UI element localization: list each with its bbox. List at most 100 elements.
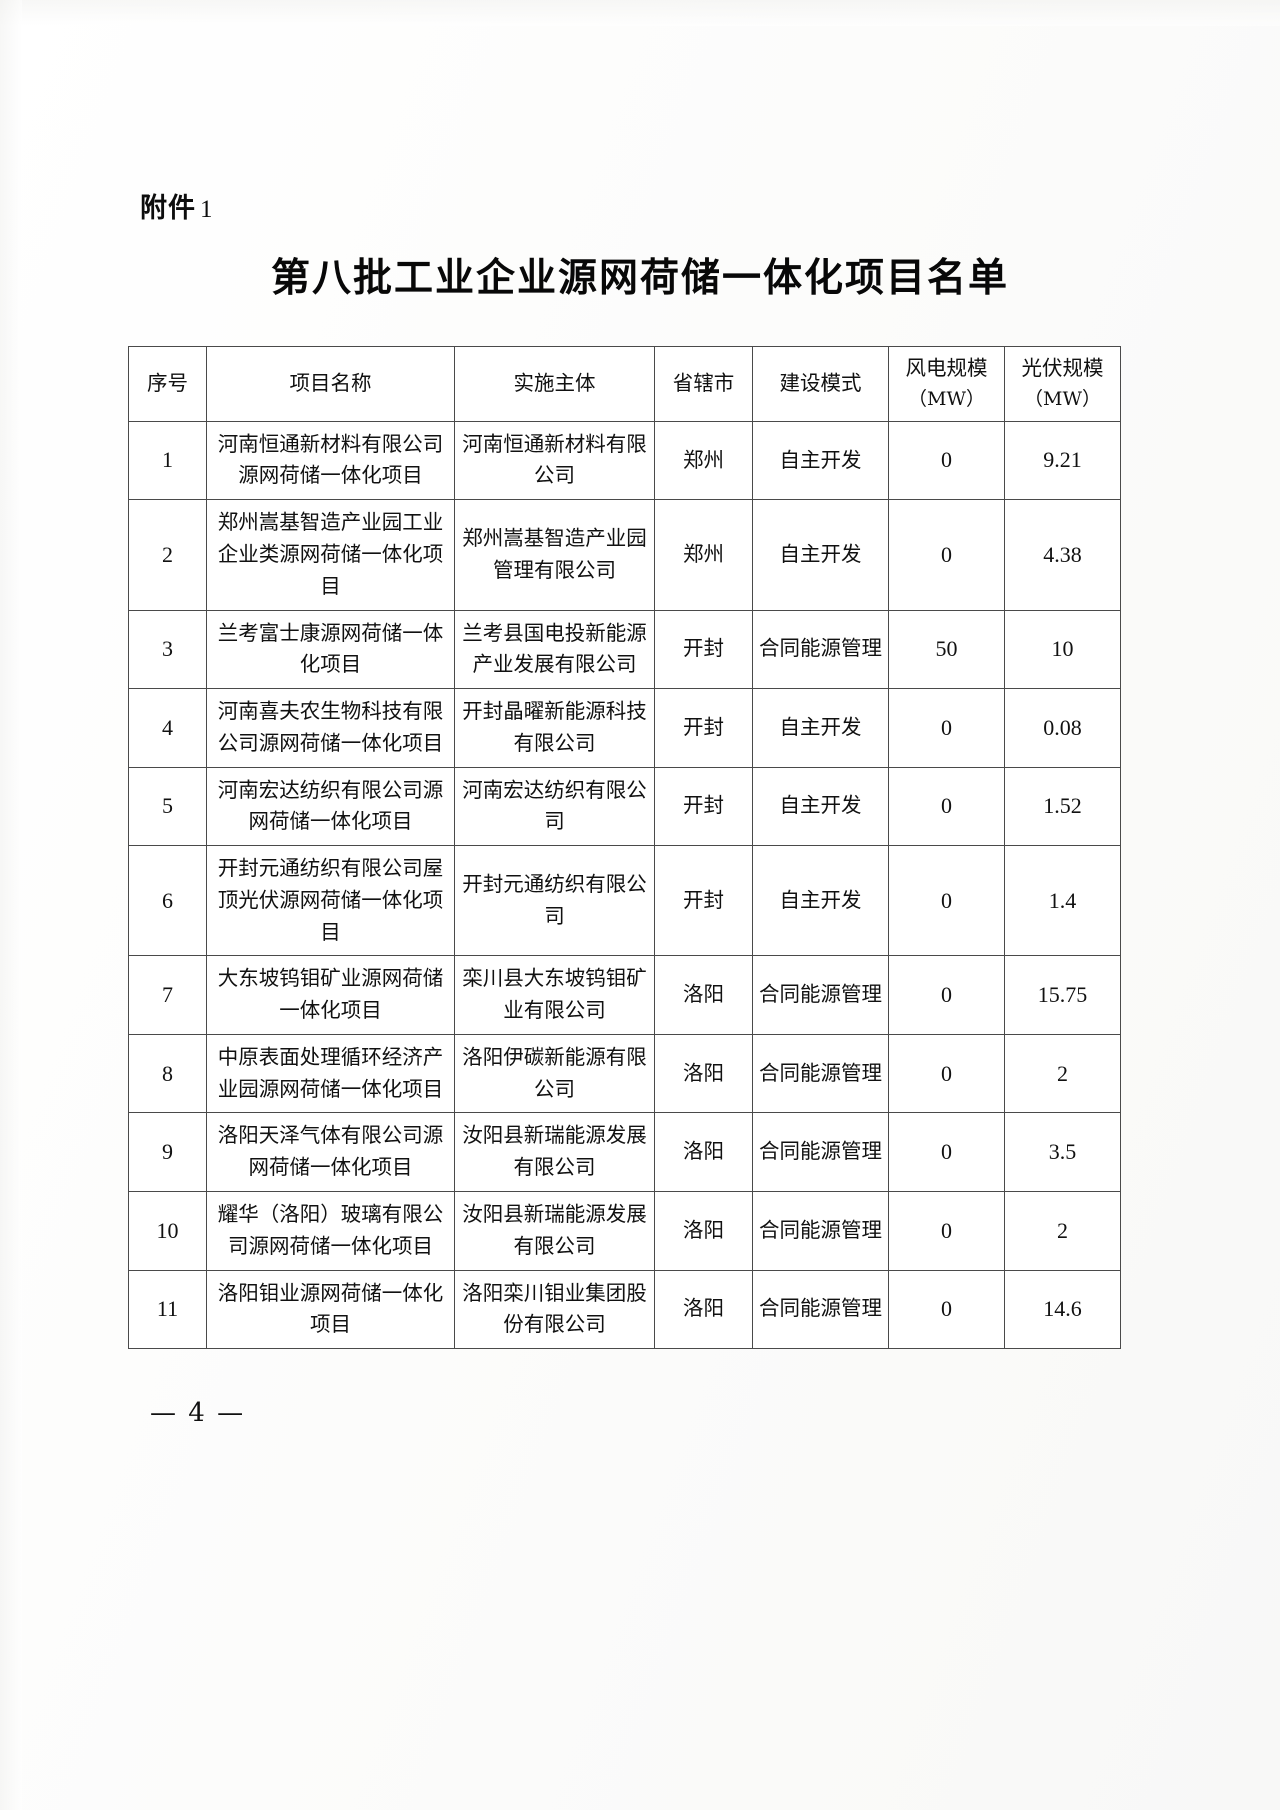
cell-mode: 自主开发 — [752, 420, 889, 501]
cell-index: 8 — [128, 1033, 207, 1114]
cell-entity: 开封元通纺织有限公司 — [454, 845, 655, 957]
cell-entity: 开封晶曜新能源科技有限公司 — [454, 688, 655, 768]
cell-mode: 合同能源管理 — [752, 1033, 889, 1114]
table-row: 11 洛阳钼业源网荷储一体化项目 洛阳栾川钼业集团股份有限公司 洛阳 合同能源管理 0 14… — [128, 1269, 1121, 1350]
cell-wind-scale: 0 — [888, 766, 1005, 847]
cell-index: 4 — [128, 688, 207, 768]
cell-solar-scale: 2 — [1004, 1033, 1121, 1114]
cell-solar-scale: 14.6 — [1004, 1269, 1121, 1350]
table-header: 序号 项目名称 实施主体 省辖市 建设模式 风电规模 （MW） 光伏规模 （MW… — [128, 345, 1121, 422]
cell-project-name: 中原表面处理循环经济产业园源网荷储一体化项目 — [206, 1033, 455, 1114]
cell-city: 开封 — [654, 845, 753, 957]
cell-project-name: 耀华（洛阳）玻璃有限公司源网荷储一体化项目 — [206, 1191, 455, 1271]
cell-mode: 自主开发 — [752, 766, 889, 847]
cell-index: 5 — [128, 766, 207, 847]
column-header-index: 序号 — [128, 345, 207, 422]
cell-index: 2 — [128, 499, 207, 611]
table-row: 9 洛阳天泽气体有限公司源网荷储一体化项目 汝阳县新瑞能源发展有限公司 洛阳 合同能源管… — [128, 1112, 1121, 1192]
cell-entity: 栾川县大东坡钨钼矿业有限公司 — [454, 955, 655, 1035]
wind-scale-label: 风电规模 — [905, 356, 988, 381]
cell-project-name: 大东坡钨钼矿业源网荷储一体化项目 — [206, 955, 455, 1035]
column-header-project-name: 项目名称 — [206, 345, 455, 422]
cell-wind-scale: 0 — [888, 688, 1005, 768]
cell-project-name: 郑州嵩基智造产业园工业企业类源网荷储一体化项目 — [206, 499, 455, 611]
cell-wind-scale: 0 — [888, 420, 1005, 501]
cell-index: 3 — [128, 609, 207, 690]
column-header-solar-scale: 光伏规模 （MW） — [1004, 345, 1121, 422]
wind-scale-unit: （MW） — [908, 387, 985, 410]
column-header-mode: 建设模式 — [752, 345, 889, 422]
scan-edge-left — [0, 0, 22, 1810]
cell-solar-scale: 10 — [1004, 609, 1121, 690]
cell-entity: 河南恒通新材料有限公司 — [454, 420, 655, 501]
table-header-row: 序号 项目名称 实施主体 省辖市 建设模式 风电规模 （MW） 光伏规模 （MW… — [128, 345, 1121, 422]
cell-city: 开封 — [654, 688, 753, 768]
table-row: 6 开封元通纺织有限公司屋顶光伏源网荷储一体化项目 开封元通纺织有限公司 开封 自主开发… — [128, 845, 1121, 957]
cell-mode: 合同能源管理 — [752, 1191, 889, 1271]
cell-entity: 汝阳县新瑞能源发展有限公司 — [454, 1112, 655, 1192]
cell-project-name: 河南喜夫农生物科技有限公司源网荷储一体化项目 — [206, 688, 455, 768]
page-number: — 4 — — [150, 1398, 246, 1428]
document-content: 附件 1 第八批工业企业源网荷储一体化项目名单 序号 项目名称 实施主体 省辖市 … — [128, 186, 1152, 1350]
cell-solar-scale: 1.52 — [1004, 766, 1121, 847]
cell-index: 1 — [128, 420, 207, 501]
cell-solar-scale: 2 — [1004, 1191, 1121, 1271]
attachment-label: 附件 1 — [140, 186, 1152, 225]
table-row: 8 中原表面处理循环经济产业园源网荷储一体化项目 洛阳伊碳新能源有限公司 洛阳 合同能源… — [128, 1033, 1121, 1114]
cell-index: 10 — [128, 1191, 207, 1271]
cell-mode: 自主开发 — [752, 499, 889, 611]
cell-entity: 兰考县国电投新能源产业发展有限公司 — [454, 609, 655, 690]
cell-city: 洛阳 — [654, 1112, 753, 1192]
cell-project-name: 洛阳天泽气体有限公司源网荷储一体化项目 — [206, 1112, 455, 1192]
cell-solar-scale: 4.38 — [1004, 499, 1121, 611]
cell-mode: 合同能源管理 — [752, 1112, 889, 1192]
column-header-entity: 实施主体 — [454, 345, 655, 422]
cell-wind-scale: 0 — [888, 1269, 1005, 1350]
cell-city: 开封 — [654, 766, 753, 847]
table-row: 1 河南恒通新材料有限公司源网荷储一体化项目 河南恒通新材料有限公司 郑州 自主开发 0 9… — [128, 420, 1121, 501]
cell-project-name: 河南恒通新材料有限公司源网荷储一体化项目 — [206, 420, 455, 501]
page-title: 第八批工业企业源网荷储一体化项目名单 — [270, 255, 1009, 301]
cell-solar-scale: 0.08 — [1004, 688, 1121, 768]
cell-mode: 自主开发 — [752, 845, 889, 957]
cell-wind-scale: 0 — [888, 499, 1005, 611]
scan-edge-top — [0, 0, 1280, 26]
table-row: 4 河南喜夫农生物科技有限公司源网荷储一体化项目 开封晶曜新能源科技有限公司 开封 自主… — [128, 688, 1121, 768]
cell-city: 洛阳 — [654, 1269, 753, 1350]
cell-city: 郑州 — [654, 420, 753, 501]
solar-scale-unit: （MW） — [1024, 387, 1101, 410]
cell-city: 开封 — [654, 609, 753, 690]
table-row: 7 大东坡钨钼矿业源网荷储一体化项目 栾川县大东坡钨钼矿业有限公司 洛阳 合同能源管理 0… — [128, 955, 1121, 1035]
solar-scale-label: 光伏规模 — [1021, 356, 1104, 381]
cell-project-name: 洛阳钼业源网荷储一体化项目 — [206, 1269, 455, 1350]
cell-entity: 郑州嵩基智造产业园管理有限公司 — [454, 499, 655, 611]
cell-solar-scale: 15.75 — [1004, 955, 1121, 1035]
attachment-label-text: 附件 — [140, 193, 196, 224]
cell-solar-scale: 3.5 — [1004, 1112, 1121, 1192]
cell-city: 洛阳 — [654, 1191, 753, 1271]
cell-city: 洛阳 — [654, 955, 753, 1035]
cell-index: 6 — [128, 845, 207, 957]
cell-mode: 合同能源管理 — [752, 609, 889, 690]
cell-wind-scale: 0 — [888, 955, 1005, 1035]
cell-solar-scale: 9.21 — [1004, 420, 1121, 501]
cell-wind-scale: 50 — [888, 609, 1005, 690]
cell-city: 洛阳 — [654, 1033, 753, 1114]
cell-city: 郑州 — [654, 499, 753, 611]
cell-entity: 汝阳县新瑞能源发展有限公司 — [454, 1191, 655, 1271]
attachment-number: 1 — [200, 196, 214, 223]
table-row: 2 郑州嵩基智造产业园工业企业类源网荷储一体化项目 郑州嵩基智造产业园管理有限公司郑… — [128, 499, 1121, 611]
cell-entity: 河南宏达纺织有限公司 — [454, 766, 655, 847]
cell-project-name: 兰考富士康源网荷储一体化项目 — [206, 609, 455, 690]
column-header-city: 省辖市 — [654, 345, 753, 422]
cell-wind-scale: 0 — [888, 1112, 1005, 1192]
cell-entity: 洛阳栾川钼业集团股份有限公司 — [454, 1269, 655, 1350]
cell-solar-scale: 1.4 — [1004, 845, 1121, 957]
cell-wind-scale: 0 — [888, 1033, 1005, 1114]
cell-project-name: 河南宏达纺织有限公司源网荷储一体化项目 — [206, 766, 455, 847]
cell-index: 9 — [128, 1112, 207, 1192]
project-list-table: 序号 项目名称 实施主体 省辖市 建设模式 风电规模 （MW） 光伏规模 （MW… — [128, 345, 1121, 1350]
cell-mode: 自主开发 — [752, 688, 889, 768]
cell-project-name: 开封元通纺织有限公司屋顶光伏源网荷储一体化项目 — [206, 845, 455, 957]
